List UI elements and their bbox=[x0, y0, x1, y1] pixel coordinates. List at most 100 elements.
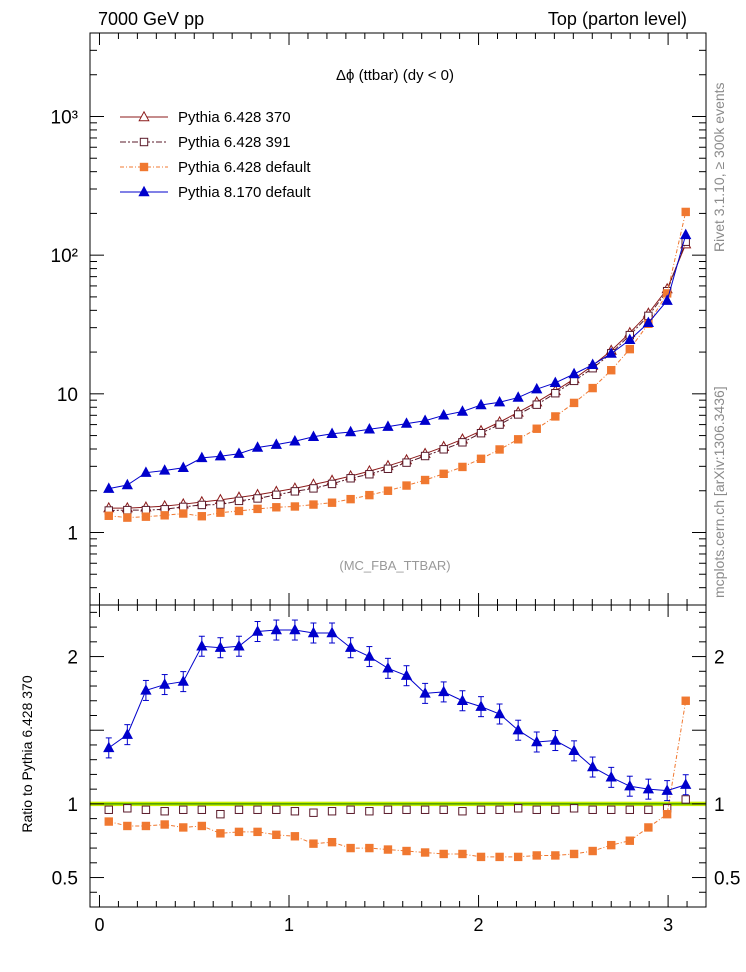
legend: Pythia 6.428 370 Pythia 6.428 391 Pythia 6… bbox=[120, 109, 311, 201]
ratio-data-point bbox=[141, 805, 151, 814]
data-series bbox=[103, 207, 692, 862]
main-data-point bbox=[383, 486, 393, 495]
main-data-point bbox=[197, 512, 207, 521]
main-data-point bbox=[141, 512, 151, 521]
main-data-point bbox=[251, 441, 264, 452]
ratio-data-point bbox=[493, 707, 506, 719]
ratio-data-point bbox=[290, 832, 300, 841]
main-y-tick-label: 1 bbox=[67, 523, 78, 544]
legend-marker bbox=[139, 162, 149, 172]
main-data-point bbox=[327, 479, 337, 489]
ratio-data-point bbox=[419, 687, 431, 698]
ratio-data-point bbox=[439, 805, 448, 814]
main-data-point bbox=[642, 316, 655, 328]
main-data-point bbox=[253, 504, 262, 514]
main-series-line bbox=[108, 243, 687, 509]
main-data-point bbox=[551, 412, 560, 421]
legend-label: Pythia 6.428 370 bbox=[178, 109, 291, 126]
main-y-tick-label: 10 bbox=[57, 385, 78, 406]
main-data-point bbox=[532, 424, 541, 433]
ratio-data-point bbox=[123, 804, 132, 813]
ratio-data-point bbox=[177, 675, 189, 686]
main-series-line bbox=[108, 241, 687, 512]
main-data-point bbox=[513, 435, 523, 444]
main-data-point bbox=[458, 438, 467, 447]
main-data-point bbox=[121, 478, 133, 490]
ratio-data-point bbox=[214, 641, 227, 652]
ratio-data-point bbox=[531, 735, 543, 747]
main-data-point bbox=[327, 498, 337, 507]
main-series-line bbox=[108, 234, 687, 490]
ratio-data-point bbox=[233, 639, 245, 651]
main-data-point bbox=[476, 454, 486, 463]
ratio-data-point bbox=[251, 625, 264, 636]
ratio-data-point bbox=[625, 836, 635, 845]
main-data-point bbox=[588, 383, 597, 393]
ratio-data-point bbox=[588, 805, 597, 814]
main-data-point bbox=[605, 347, 617, 358]
main-data-point bbox=[346, 494, 355, 504]
ratio-data-point bbox=[272, 805, 281, 814]
main-y-tick-label: 10² bbox=[51, 246, 78, 267]
ratio-y-axis-label: Ratio to Pythia 6.428 370 bbox=[19, 675, 35, 832]
main-data-point bbox=[363, 423, 376, 434]
legend-marker bbox=[138, 185, 150, 197]
main-data-point bbox=[402, 481, 411, 490]
ratio-data-point bbox=[476, 805, 486, 814]
main-data-point bbox=[438, 409, 450, 420]
main-data-point bbox=[140, 466, 152, 477]
ratio-data-point bbox=[476, 852, 486, 862]
ratio-data-point bbox=[140, 684, 152, 695]
ratio-data-point bbox=[179, 805, 188, 814]
ratio-data-point bbox=[289, 623, 301, 635]
ratio-data-point bbox=[197, 805, 207, 814]
main-data-point bbox=[439, 469, 448, 479]
main-data-point bbox=[270, 438, 282, 449]
ratio-data-point bbox=[234, 805, 244, 814]
main-series-0 bbox=[103, 237, 692, 513]
main-series-line bbox=[108, 211, 687, 519]
ratio-data-point bbox=[642, 782, 655, 794]
main-data-point bbox=[234, 496, 244, 506]
ratio-data-point bbox=[216, 809, 225, 819]
ratio-data-point bbox=[551, 851, 560, 860]
header-right: Top (parton level) bbox=[548, 9, 687, 29]
ratio-data-point bbox=[513, 804, 523, 813]
ratio-data-point bbox=[365, 843, 374, 853]
x-tick-label: 2 bbox=[474, 915, 484, 935]
plot-title: Δϕ (ttbar) (dy < 0) bbox=[336, 67, 454, 84]
main-data-point bbox=[549, 376, 561, 388]
main-data-point bbox=[383, 464, 393, 473]
ratio-data-point bbox=[495, 852, 504, 862]
main-data-point bbox=[532, 400, 541, 409]
ratio-data-point bbox=[363, 650, 376, 661]
ratio-data-point bbox=[681, 795, 690, 804]
main-data-point bbox=[568, 367, 580, 379]
main-data-point bbox=[569, 398, 579, 408]
main-data-point bbox=[420, 475, 430, 485]
main-data-point bbox=[290, 487, 300, 496]
ratio-data-point bbox=[160, 807, 169, 816]
main-data-point bbox=[123, 513, 132, 522]
ratio-data-point bbox=[661, 784, 673, 795]
main-data-point bbox=[569, 376, 579, 386]
ratio-data-point bbox=[159, 678, 171, 689]
ratio-data-point bbox=[532, 805, 541, 814]
ratio-data-point bbox=[290, 807, 300, 816]
ratio-data-point bbox=[456, 694, 469, 705]
ratio-data-point bbox=[625, 805, 635, 814]
main-data-point bbox=[661, 294, 673, 305]
main-data-point bbox=[439, 445, 448, 454]
ratio-data-point bbox=[383, 845, 393, 854]
ratio-data-point bbox=[420, 805, 430, 814]
main-data-point bbox=[624, 333, 636, 345]
header-left: 7000 GeV pp bbox=[98, 9, 204, 29]
ratio-data-point bbox=[607, 805, 616, 814]
main-data-point bbox=[123, 505, 132, 515]
main-data-point bbox=[233, 447, 245, 458]
ratio-data-point bbox=[458, 807, 467, 816]
ratio-data-point bbox=[327, 807, 337, 816]
main-data-point bbox=[179, 509, 188, 518]
ratio-data-point bbox=[420, 848, 430, 857]
main-data-point bbox=[197, 500, 207, 510]
